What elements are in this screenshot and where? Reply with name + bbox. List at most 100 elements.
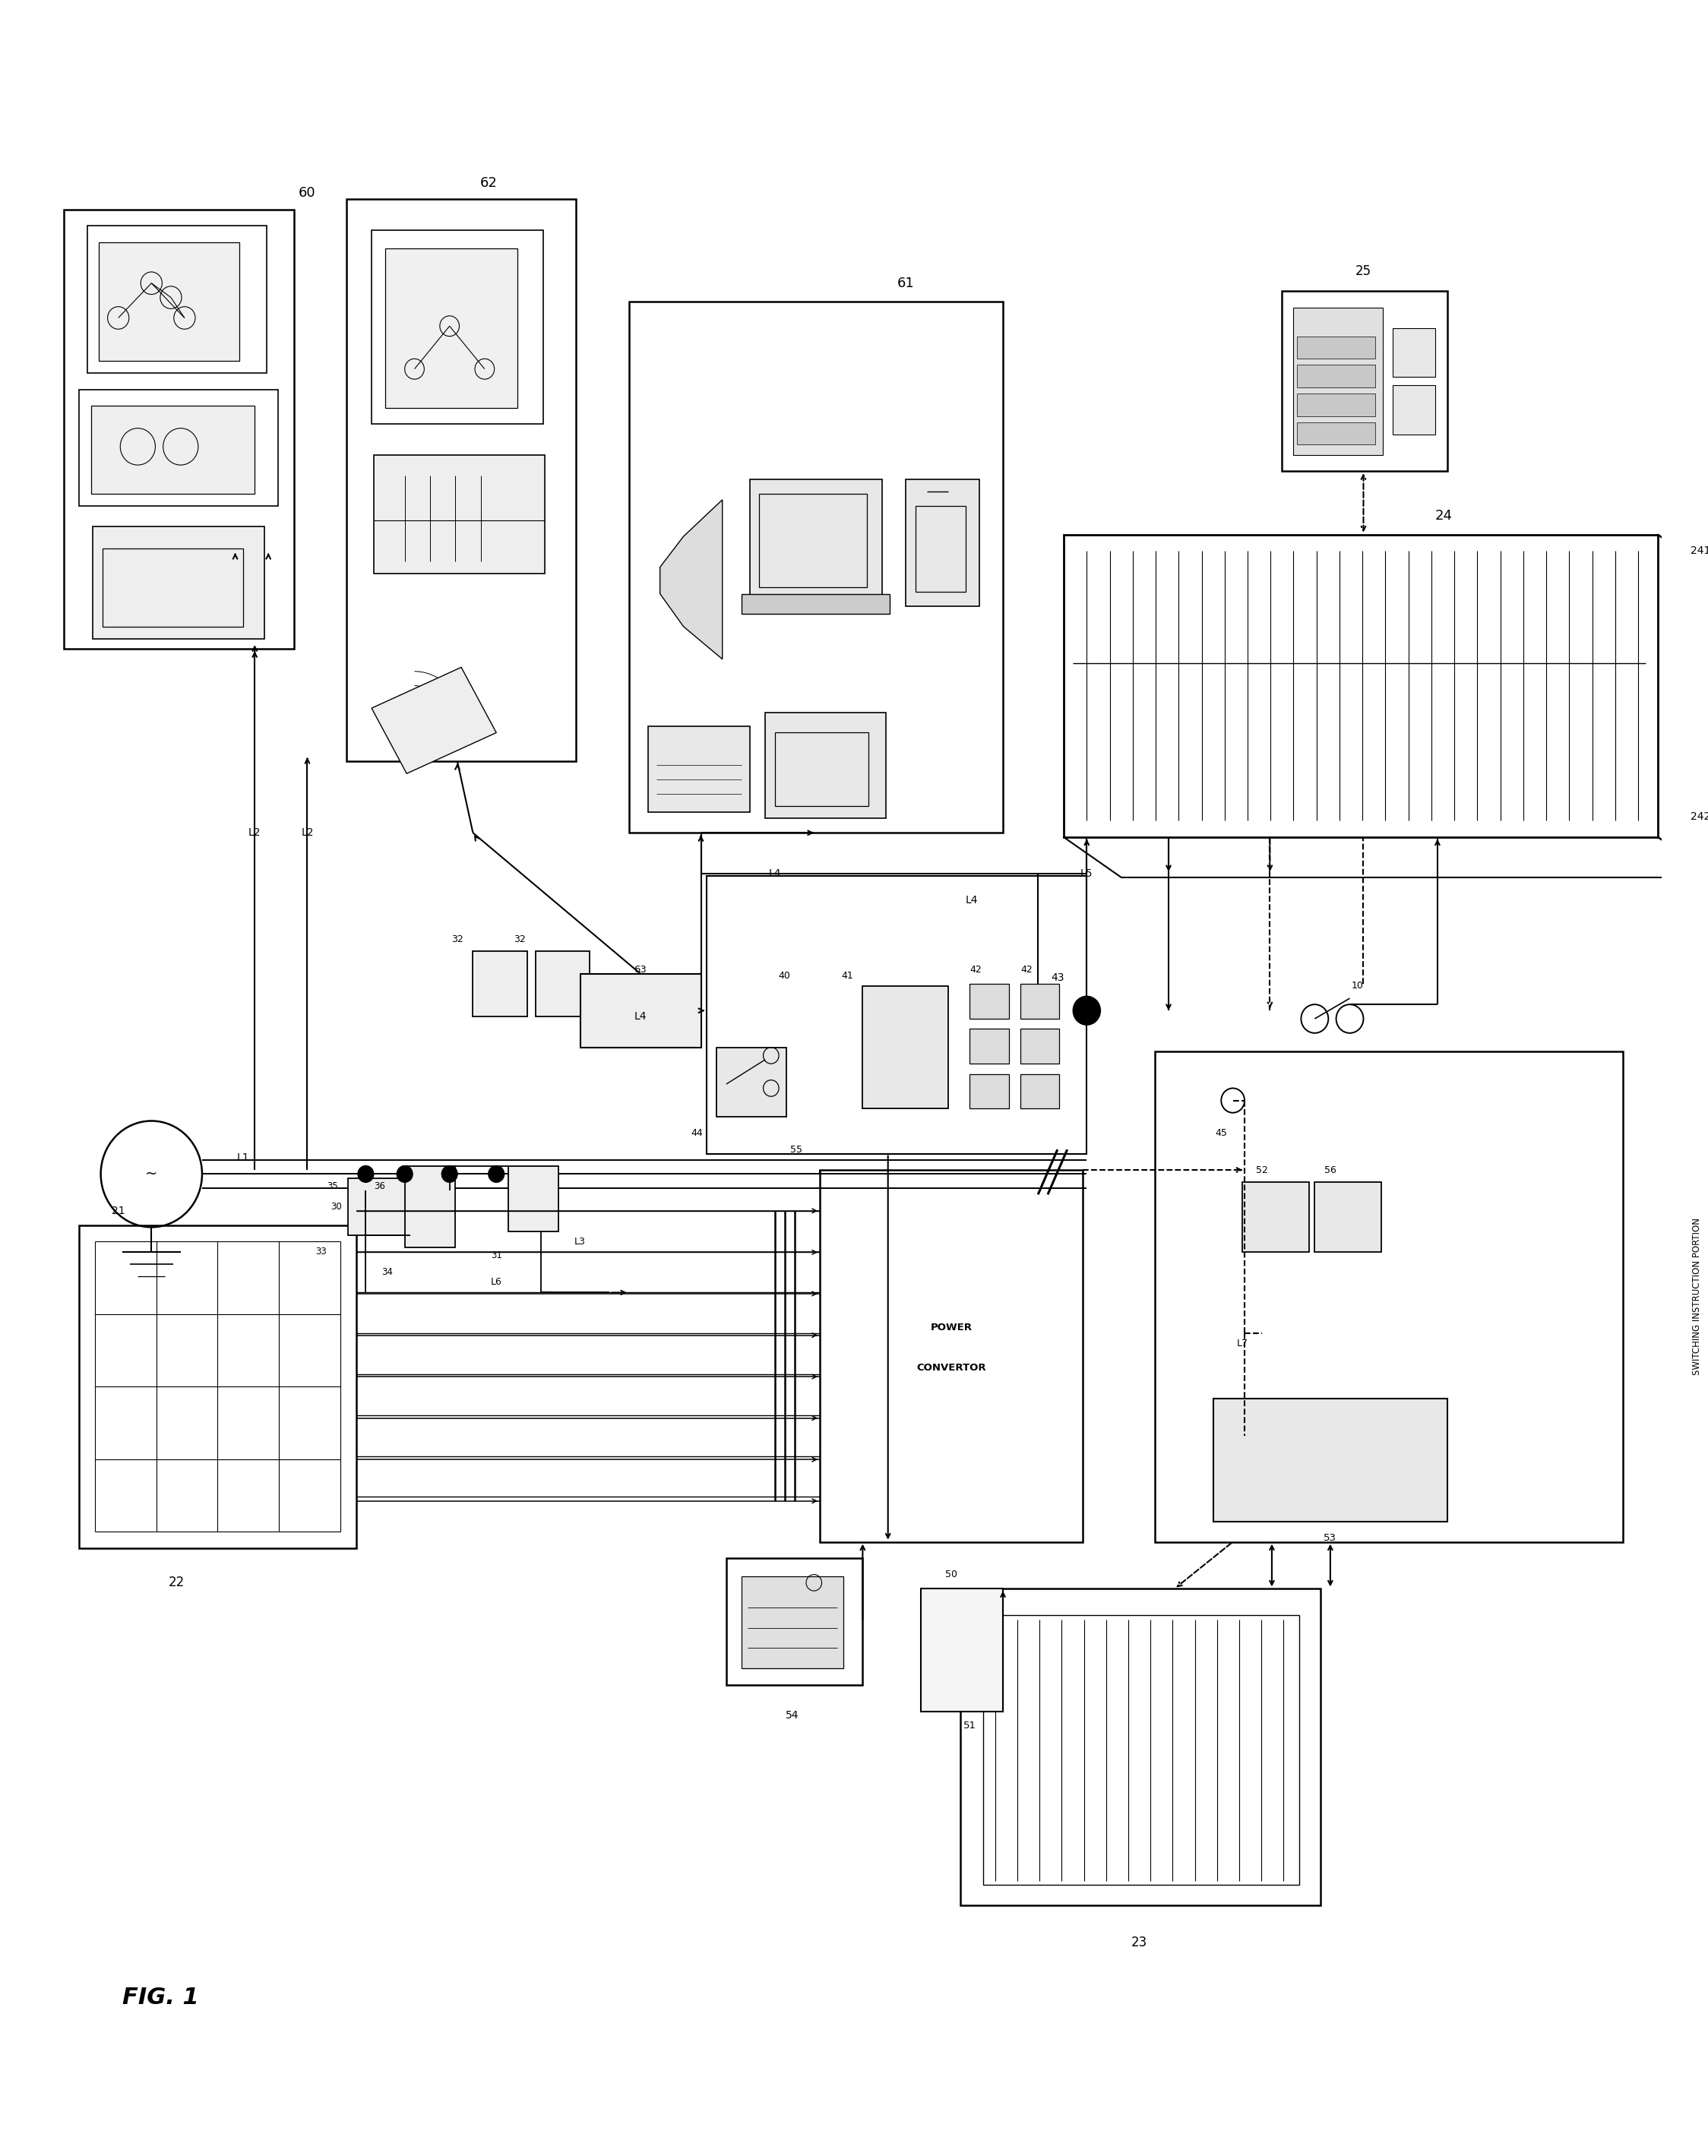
Bar [1243,1181,1308,1253]
Text: ~: ~ [145,1166,157,1181]
Bar [741,1576,844,1669]
Text: 40: 40 [779,970,791,981]
Text: FIG. 1: FIG. 1 [123,1986,198,2009]
Text: SWITCHING INSTRUCTION PORTION: SWITCHING INSTRUCTION PORTION [1691,1218,1701,1376]
Text: 54: 54 [786,1710,799,1720]
Bar [905,479,980,606]
Bar [405,1166,456,1248]
Bar [473,951,528,1018]
Bar [1020,983,1059,1020]
Bar [984,1615,1300,1884]
Text: 32: 32 [514,934,526,944]
Bar [1213,1399,1447,1522]
Bar [1020,1074,1059,1108]
Bar [707,875,1086,1153]
Text: CONVERTOR: CONVERTOR [917,1363,986,1373]
Bar [63,209,294,649]
Text: 62: 62 [480,177,497,190]
Circle shape [359,1166,374,1181]
Text: 41: 41 [840,970,852,981]
Text: 44: 44 [692,1128,704,1138]
Bar [629,302,1003,832]
Bar [970,1074,1009,1108]
Text: 60: 60 [299,185,316,201]
Bar [79,390,278,507]
Bar [1296,336,1375,358]
Circle shape [396,1166,413,1181]
Bar [347,198,576,761]
Text: 56: 56 [1324,1164,1336,1175]
Bar [535,951,589,1018]
Bar [507,1166,559,1231]
Circle shape [488,1166,504,1181]
Text: 24: 24 [1435,509,1452,524]
Text: 53: 53 [1324,1533,1337,1544]
Bar [649,727,750,813]
Bar [92,526,265,638]
Bar [1155,1052,1623,1542]
Bar [750,479,881,597]
Bar [820,1171,1083,1542]
Text: 32: 32 [451,934,463,944]
Text: 61: 61 [897,276,914,291]
Polygon shape [659,500,722,660]
Bar [765,711,886,819]
Bar [1293,308,1383,455]
Bar [1020,1028,1059,1063]
Bar [348,1177,410,1235]
Bar [1296,364,1375,388]
Text: 35: 35 [326,1181,338,1192]
Text: 63: 63 [634,964,647,975]
Text: L4: L4 [634,1011,647,1022]
Text: 36: 36 [374,1181,384,1192]
Text: 33: 33 [316,1246,326,1257]
Polygon shape [372,668,497,774]
Text: 52: 52 [1255,1164,1267,1175]
Text: 242: 242 [1691,811,1708,821]
Bar [581,975,700,1048]
Text: L6: L6 [490,1276,502,1287]
Text: 43: 43 [1050,972,1064,983]
Bar [775,733,868,806]
Bar [960,1589,1320,1906]
Text: 45: 45 [1214,1128,1228,1138]
Bar [102,550,243,627]
Bar [79,1225,355,1548]
Bar [970,1028,1009,1063]
Text: L2: L2 [248,828,261,839]
Bar [1064,535,1658,837]
Bar [1315,1181,1382,1253]
Text: 42: 42 [970,964,982,975]
Text: 55: 55 [791,1145,803,1153]
Bar [760,494,866,589]
Text: 25: 25 [1356,263,1372,278]
Text: 21: 21 [111,1205,125,1216]
Bar [726,1559,863,1684]
Bar [716,1048,787,1117]
Bar [386,248,518,407]
Bar [91,405,254,494]
Text: 10: 10 [1351,981,1363,992]
Bar [863,985,948,1108]
Text: 22: 22 [169,1576,184,1589]
Circle shape [1073,996,1100,1024]
Text: L3: L3 [574,1238,586,1246]
Text: 42: 42 [1020,964,1032,975]
Bar [1281,291,1447,472]
Bar [1392,386,1435,433]
Bar [741,593,890,614]
Text: 23: 23 [1131,1936,1148,1949]
Circle shape [442,1166,458,1181]
Bar [970,983,1009,1020]
Text: 50: 50 [945,1570,958,1580]
Bar [1392,328,1435,377]
Text: 51: 51 [963,1720,977,1731]
Text: 30: 30 [331,1201,342,1212]
Bar [374,455,545,573]
Text: 31: 31 [490,1250,502,1261]
Bar [921,1589,1003,1712]
Bar [915,507,967,591]
Text: L4: L4 [965,895,979,906]
Text: L5: L5 [1081,869,1093,880]
Bar [1296,395,1375,416]
